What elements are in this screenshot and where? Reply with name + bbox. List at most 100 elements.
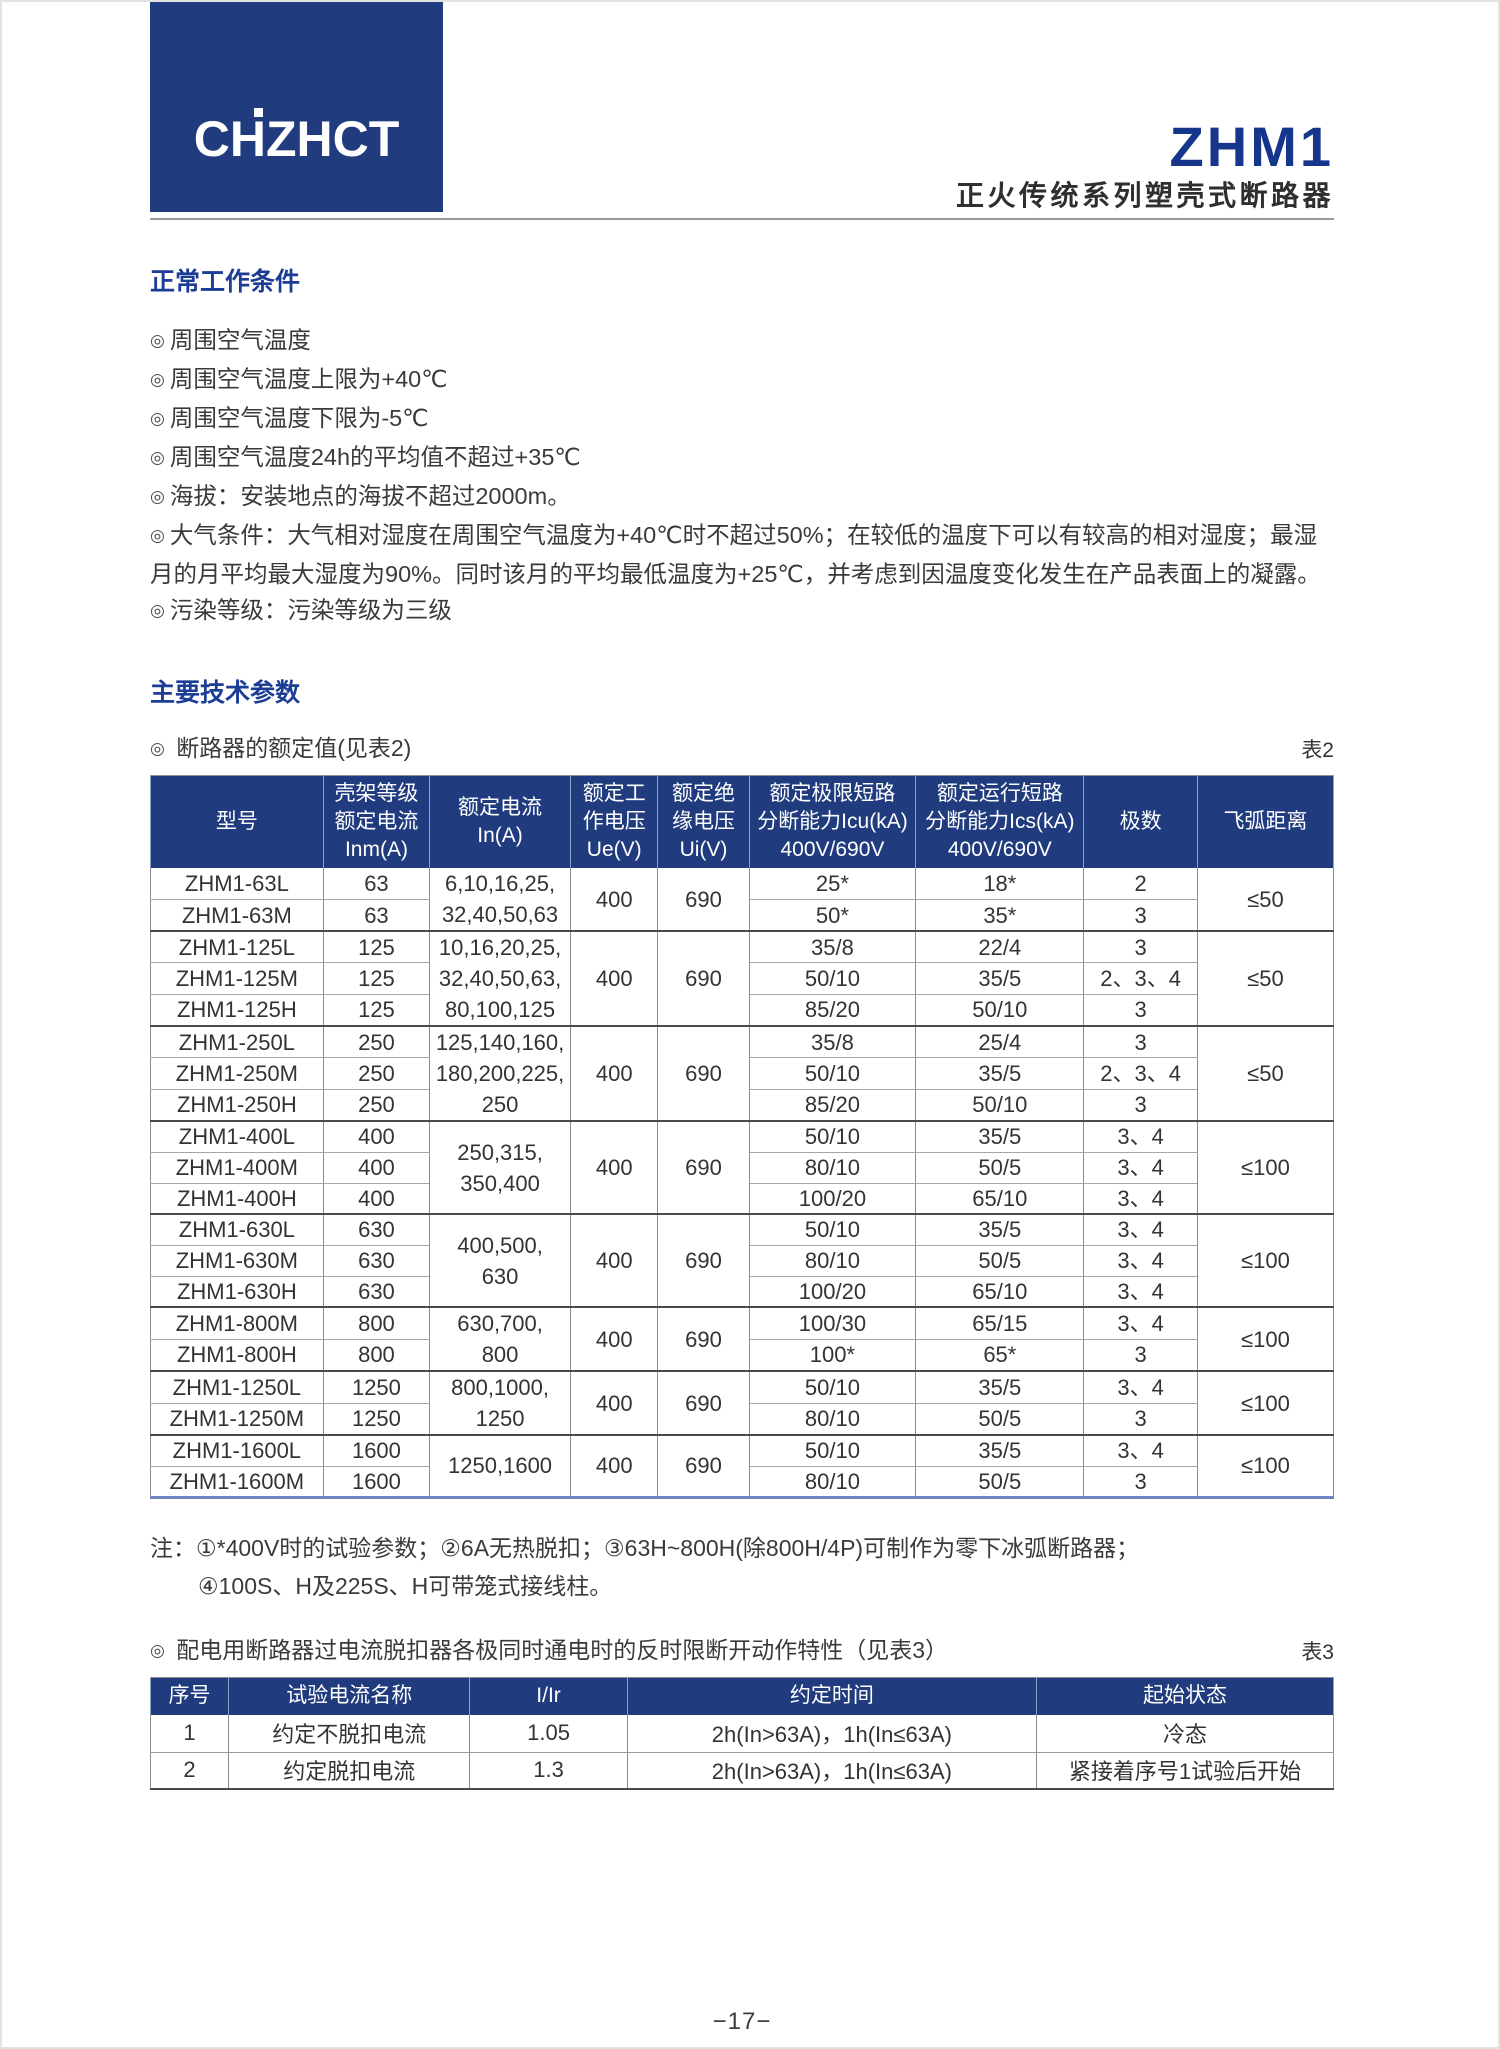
cell-frame-current: 125: [322, 931, 431, 964]
table-cell: 紧接着序号1试验后开始: [1036, 1752, 1334, 1790]
cell-icu: 80/10: [748, 1152, 917, 1184]
cell-rated-current: 6,10,16,25, 32,40,50,63: [429, 868, 571, 932]
condition-bullet-item: ◎ 周围空气温度: [150, 322, 1334, 361]
table3-header-2: I/Ir: [469, 1677, 628, 1715]
table3-caption-row: ◎ 配电用断路器过电流脱扣器各极同时通电时的反时限断开动作特性（见表3） 表3: [150, 1635, 1334, 1668]
cell-ics: 50/5: [915, 1152, 1085, 1184]
cell-ics: 25/4: [915, 1026, 1085, 1059]
cell-poles: 3、4: [1083, 1121, 1198, 1153]
table3-caption-text: 配电用断路器过电流脱扣器各极同时通电时的反时限断开动作特性（见表3）: [176, 1636, 949, 1663]
cell-ics: 35/5: [915, 1057, 1085, 1090]
bullet-icon: ◎: [150, 487, 165, 506]
table3-header-0: 序号: [149, 1677, 230, 1715]
condition-bullet-item: ◎ 海拔：安装地点的海拔不超过2000m。: [150, 478, 1334, 517]
cell-model: ZHM1-400H: [150, 1183, 324, 1215]
cell-icu: 85/20: [748, 994, 917, 1027]
table-row: ZHM1-1250M 1250 80/10 50/5 3: [150, 1403, 1334, 1436]
product-model-title: ZHM1: [1169, 115, 1334, 178]
cell-ics: 50/10: [915, 994, 1085, 1027]
cell-poles: 2、3、4: [1083, 962, 1198, 995]
table-row: ZHM1-400M 400 80/10 50/5 3、4: [150, 1152, 1334, 1184]
table-cell: 2h(In>63A)，1h(In≤63A): [626, 1752, 1038, 1790]
cell-rated-current: 630,700, 800: [429, 1307, 571, 1372]
table-row: 2 约定脱扣电流 1.3 2h(In>63A)，1h(In≤63A) 紧接着序号1试验后…: [149, 1752, 1334, 1790]
table-row: ZHM1-630H 630 100/20 65/10 3、4: [150, 1276, 1334, 1308]
cell-poles: 3: [1083, 1403, 1198, 1436]
cell-working-voltage: 400: [569, 868, 659, 932]
cell-poles: 3、4: [1083, 1183, 1198, 1215]
cell-icu: 100/20: [748, 1183, 917, 1215]
cell-model: ZHM1-125H: [150, 994, 324, 1027]
cell-model: ZHM1-400L: [150, 1121, 324, 1153]
table2-caption: ◎ 断路器的额定值(见表2): [150, 733, 411, 766]
cell-icu: 80/10: [748, 1466, 917, 1498]
cell-model: ZHM1-250H: [150, 1089, 324, 1122]
bullet-icon: ◎: [150, 448, 165, 467]
cell-model: ZHM1-400M: [150, 1152, 324, 1184]
cell-poles: 2、3、4: [1083, 1057, 1198, 1090]
bullet-icon: ◎: [150, 1640, 165, 1660]
cell-frame-current: 630: [322, 1276, 431, 1308]
cell-model: ZHM1-1600M: [150, 1466, 324, 1498]
table-row: ZHM1-800M 800 630,700, 800 400 690 100/30 65/1…: [150, 1307, 1335, 1372]
bullet-icon: ◎: [150, 370, 165, 389]
cell-poles: 3、4: [1083, 1371, 1198, 1404]
section-title-main-parameters: 主要技术参数: [150, 679, 301, 707]
condition-bullet-text: 污染等级：污染等级为三级: [169, 597, 452, 623]
condition-bullet-text: 大气条件：大气相对湿度在周围空气温度为+40℃时不超过50%；在较低的温度下可以…: [150, 522, 1321, 587]
table-row: ZHM1-63M 63 50* 35* 3: [150, 899, 1334, 932]
table2-header-in_a: 额定电流 In(A): [429, 775, 571, 868]
table-cell: 1.3: [469, 1752, 628, 1790]
table-row: ZHM1-1600M 1600 80/10 50/5 3: [150, 1466, 1334, 1498]
table-row: ZHM1-125L 125 10,16,20,25, 32,40,50,63, 80…: [150, 931, 1335, 1027]
cell-icu: 100/20: [748, 1276, 917, 1308]
cell-icu: 50/10: [748, 1214, 917, 1246]
cell-ics: 35/5: [915, 1435, 1085, 1467]
cell-arc-distance: ≤100: [1196, 1121, 1335, 1215]
brand-logo-dot-icon: [254, 108, 263, 117]
table2-header-ics: 额定运行短路 分断能力Ics(kA) 400V/690V: [915, 775, 1085, 868]
table3-header-4: 起始状态: [1036, 1677, 1334, 1715]
cell-poles: 3: [1083, 1466, 1198, 1498]
cell-poles: 3、4: [1083, 1152, 1198, 1184]
cell-frame-current: 250: [322, 1089, 431, 1122]
cell-rated-current: 250,315, 350,400: [429, 1121, 571, 1215]
cell-icu: 50/10: [748, 1435, 917, 1467]
table-cell: 2: [149, 1752, 230, 1790]
cell-model: ZHM1-630H: [150, 1276, 324, 1308]
table-row: ZHM1-250M 250 50/10 35/5 2、3、4: [150, 1057, 1334, 1090]
bullet-icon: ◎: [150, 601, 165, 620]
cell-working-voltage: 400: [569, 1307, 659, 1372]
cell-icu: 50*: [748, 899, 917, 932]
table3-caption: ◎ 配电用断路器过电流脱扣器各极同时通电时的反时限断开动作特性（见表3）: [150, 1635, 948, 1668]
cell-insulation-voltage: 690: [657, 1121, 750, 1215]
cell-ics: 50/10: [915, 1089, 1085, 1122]
table-row: ZHM1-400H 400 100/20 65/10 3、4: [150, 1183, 1334, 1215]
table-row: ZHM1-400L 400 250,315, 350,400 400 690 50/10 3…: [150, 1121, 1335, 1215]
cell-frame-current: 1600: [322, 1466, 431, 1498]
cell-ics: 35*: [915, 899, 1085, 932]
cell-icu: 100/30: [748, 1307, 917, 1340]
cell-arc-distance: ≤100: [1196, 1371, 1335, 1436]
condition-bullet-text: 周围空气温度上限为+40℃: [169, 366, 448, 392]
cell-rated-current: 800,1000, 1250: [429, 1371, 571, 1436]
cell-icu: 50/10: [748, 1121, 917, 1153]
cell-arc-distance: ≤50: [1196, 1026, 1335, 1122]
condition-bullet-item: ◎ 大气条件：大气相对湿度在周围空气温度为+40℃时不超过50%；在较低的温度下可…: [150, 517, 1334, 592]
table2-header-poles: 极数: [1083, 775, 1198, 868]
cell-ics: 35/5: [915, 1214, 1085, 1246]
working-conditions-list: ◎ 周围空气温度 ◎ 周围空气温度上限为+40℃ ◎ 周围空气温度下限为-5℃ ◎ 周围空气温…: [150, 322, 1334, 631]
bullet-icon: ◎: [150, 331, 165, 350]
table3-header-3: 约定时间: [626, 1677, 1038, 1715]
cell-icu: 25*: [748, 868, 917, 900]
table2-header-row: 型号 壳架等级 额定电流 Inm(A) 额定电流 In(A) 额定工 作电压 Ue(V…: [150, 775, 1335, 868]
table2-header-ue: 额定工 作电压 Ue(V): [569, 775, 659, 868]
cell-arc-distance: ≤100: [1196, 1307, 1335, 1372]
cell-poles: 3: [1083, 1089, 1198, 1122]
condition-bullet-item: ◎ 周围空气温度上限为+40℃: [150, 361, 1334, 400]
cell-ics: 50/5: [915, 1403, 1085, 1436]
table-cell: 冷态: [1036, 1715, 1334, 1753]
cell-poles: 3: [1083, 1026, 1198, 1059]
cell-frame-current: 630: [322, 1245, 431, 1277]
table-row: ZHM1-630L 630 400,500, 630 400 690 50/10 35/5 3…: [150, 1214, 1335, 1308]
